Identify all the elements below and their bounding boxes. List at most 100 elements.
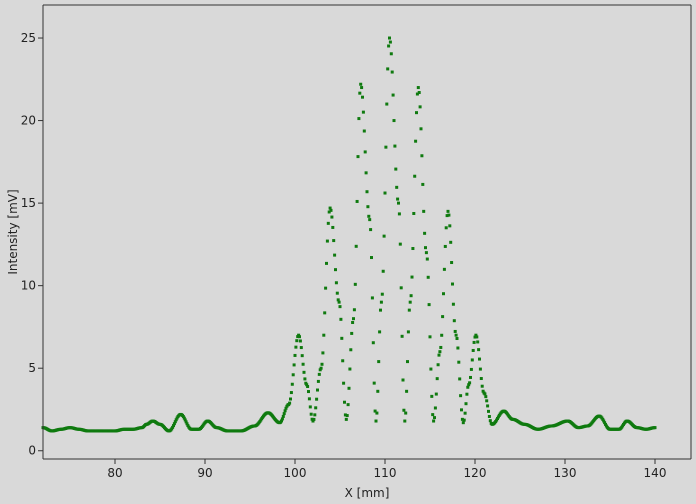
data-point [352, 308, 356, 312]
data-point [488, 419, 492, 423]
data-point [321, 351, 325, 355]
data-point [181, 415, 185, 419]
data-point [603, 421, 607, 425]
data-point [303, 377, 307, 381]
data-point [323, 311, 327, 315]
data-point [336, 298, 340, 302]
data-point [405, 389, 409, 393]
data-point [402, 408, 406, 412]
data-point [348, 367, 352, 371]
data-point [391, 93, 395, 97]
data-point [280, 419, 283, 423]
data-point [363, 150, 367, 154]
data-point [373, 409, 377, 413]
data-point [393, 144, 397, 148]
data-point [377, 360, 381, 364]
data-point [472, 340, 476, 344]
data-point [422, 209, 426, 213]
data-point [440, 333, 444, 337]
data-point [431, 413, 435, 417]
data-point [426, 275, 430, 279]
plot-area [43, 5, 691, 459]
data-point [375, 411, 379, 415]
x-tick-label: 140 [644, 466, 667, 480]
data-point [361, 110, 365, 114]
data-point [350, 331, 354, 335]
data-point [319, 366, 323, 370]
y-tick-label: 0 [28, 444, 36, 458]
data-point [172, 422, 176, 426]
data-point [371, 341, 375, 345]
data-point [412, 211, 416, 215]
data-point [409, 294, 413, 298]
data-point [354, 244, 358, 248]
data-point [399, 286, 403, 290]
data-point [407, 308, 411, 312]
data-point [361, 95, 364, 99]
data-point [387, 44, 391, 48]
x-tick-label: 90 [197, 466, 212, 480]
data-point [485, 399, 489, 403]
data-point [340, 336, 344, 340]
data-point [332, 239, 336, 243]
data-point [379, 308, 382, 312]
data-point [448, 224, 452, 228]
data-point [389, 52, 393, 56]
data-point [318, 368, 322, 372]
data-point [364, 171, 368, 175]
data-point [479, 377, 483, 381]
data-point [349, 348, 353, 352]
data-point [424, 246, 427, 250]
data-point [454, 333, 458, 337]
data-point [174, 418, 178, 422]
data-point [401, 378, 405, 382]
data-point [315, 397, 319, 401]
data-point [478, 357, 481, 361]
data-point [470, 358, 474, 362]
y-tick-label: 5 [28, 361, 36, 375]
data-point [400, 334, 404, 338]
data-point [309, 412, 313, 416]
data-point [604, 422, 607, 426]
data-point [289, 391, 293, 395]
data-point [313, 413, 317, 417]
data-point [311, 419, 315, 423]
data-point [474, 333, 478, 337]
y-tick-label: 10 [21, 279, 36, 293]
data-point [444, 226, 448, 230]
data-point [295, 339, 299, 343]
data-point [442, 292, 445, 296]
data-point [496, 417, 499, 421]
data-point [328, 206, 332, 210]
data-point [307, 390, 310, 394]
data-point [483, 392, 487, 396]
data-point [325, 239, 329, 243]
data-point [173, 420, 177, 424]
data-point [457, 360, 461, 364]
data-point [437, 353, 441, 357]
data-point [290, 382, 294, 386]
data-point [334, 281, 338, 285]
data-point [601, 417, 605, 421]
data-point [460, 408, 463, 412]
data-point [475, 335, 479, 339]
data-point [443, 244, 447, 248]
data-point [351, 321, 355, 325]
data-point [308, 405, 312, 409]
x-axis-title: X [mm] [345, 486, 390, 500]
data-point [487, 409, 490, 413]
data-point [306, 385, 310, 389]
data-point [281, 414, 285, 418]
data-point [442, 267, 446, 271]
data-point [653, 426, 657, 430]
data-point [484, 395, 488, 399]
data-point [310, 417, 314, 421]
data-point [419, 127, 423, 131]
data-point [406, 360, 409, 364]
data-point [450, 261, 454, 265]
data-point [184, 420, 188, 424]
data-point [386, 67, 390, 71]
data-point [398, 242, 402, 246]
data-point [486, 404, 490, 408]
